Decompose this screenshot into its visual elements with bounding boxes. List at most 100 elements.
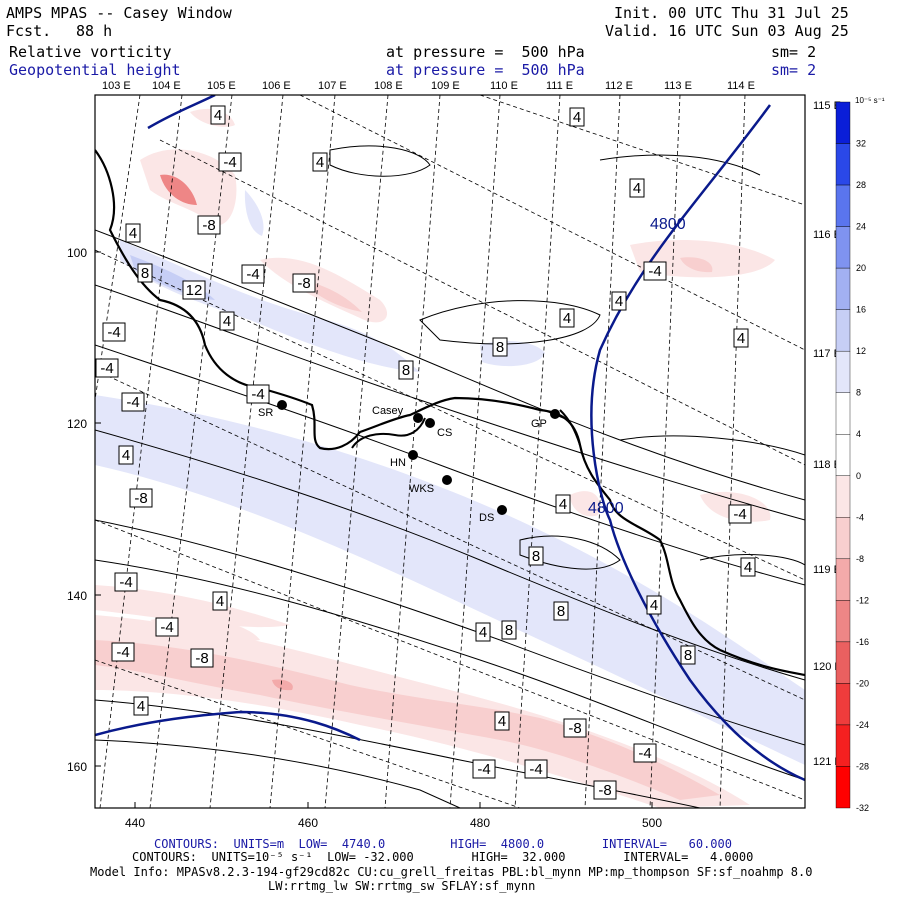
shaded-fields [95, 95, 805, 808]
lon-label: 111 E [546, 80, 573, 92]
vorticity-label-text: -4 [638, 745, 651, 762]
vorticity-label-text: -8 [568, 720, 581, 737]
height-label: 4800 [650, 216, 686, 233]
station-dot-hn [408, 450, 418, 460]
station-dot-wks [442, 475, 452, 485]
geopotential-contours [95, 95, 805, 782]
colorbar-swatch [835, 600, 851, 643]
vorticity-label: 8 [680, 645, 696, 665]
model-info: Model Info: MPASv8.2.3-194-gf29cd82c CU:… [90, 865, 813, 879]
colorbar-swatch [835, 226, 851, 269]
lon-label: 113 E [664, 80, 692, 92]
vorticity-label-text: -4 [251, 386, 264, 403]
lon-label: 114 E [727, 80, 755, 92]
vorticity-label-text: -8 [598, 782, 611, 799]
vorticity-label: 4 [219, 311, 235, 331]
vort-negative-band [680, 257, 713, 273]
x-tick-label: 500 [642, 816, 662, 830]
vort-negative-band [95, 640, 720, 800]
colorbar-swatch [835, 558, 851, 601]
vorticity-label: 4 [475, 622, 491, 642]
coastline [559, 409, 581, 446]
station-dot-gp [550, 409, 560, 419]
vorticity-label-text: 4 [498, 713, 506, 730]
vorticity-label-text: 8 [532, 548, 540, 565]
vorticity-label: -4 [121, 392, 145, 412]
y-axis: 100 120 140 160 [67, 246, 101, 774]
coastline [351, 417, 426, 449]
vorticity-label: -4 [728, 504, 752, 524]
vorticity-label-text: 8 [557, 603, 565, 620]
y-tick-label: 140 [67, 589, 87, 603]
vorticity-label-text: 4 [737, 330, 745, 347]
vorticity-label-text: 4 [122, 447, 130, 464]
vorticity-label-text: 4 [129, 225, 137, 242]
vorticity-label-text: 8 [141, 265, 149, 282]
vorticity-label: 12 [182, 280, 206, 300]
vorticity-label-text: -4 [246, 266, 259, 283]
vorticity-label-text: -4 [107, 324, 120, 341]
station-label-cs: CS [437, 427, 452, 439]
station-label-hn: HN [390, 457, 406, 469]
graticule [95, 95, 805, 808]
vorticity-label: 8 [553, 601, 569, 621]
vorticity-label: -8 [197, 215, 221, 235]
vorticity-label-text: 4 [316, 154, 324, 171]
vorticity-label: -4 [246, 384, 270, 404]
forecast-label: Fcst. [6, 22, 52, 40]
vort-positive-band [480, 341, 545, 367]
vort-positive-band [120, 240, 420, 372]
vorticity-label-text: -4 [529, 761, 542, 778]
colorbar-tick-label: 16 [856, 305, 866, 315]
lon-label: 115 E [813, 100, 841, 112]
lon-label: 107 E [318, 80, 347, 92]
vorticity-label: -4 [472, 759, 496, 779]
lon-label: 119 E [813, 564, 841, 576]
colorbar-tick-label: -20 [856, 678, 869, 688]
vorticity-label: -4 [114, 572, 138, 592]
lon-label: 110 E [490, 80, 518, 92]
colorbar-swatch [835, 724, 851, 767]
lon-label: 109 E [431, 80, 460, 92]
coastline [95, 149, 805, 677]
vorticity-label: -4 [524, 759, 548, 779]
vorticity-label: 4 [118, 445, 134, 465]
vorticity-label: 4 [125, 223, 141, 243]
vorticity-label-text: -4 [116, 644, 129, 661]
vorticity-label: 8 [137, 263, 153, 283]
lon-label: 108 E [374, 80, 403, 92]
vort-negative-band [272, 679, 293, 691]
colorbar-swatch [835, 517, 851, 560]
field1-pressure: at pressure = 500 hPa [386, 43, 585, 61]
vort-positive-band [95, 395, 805, 765]
vorticity-label-text: 4 [216, 593, 224, 610]
lon-label: 117 E [813, 348, 841, 360]
station-dot-casey [413, 413, 423, 423]
colorbar-swatch [835, 641, 851, 684]
vorticity-label: -4 [643, 261, 667, 281]
field2-smoothing: sm= 2 [771, 61, 817, 79]
colorbar-tick-label: -32 [856, 803, 869, 813]
vorticity-label: -4 [241, 264, 265, 284]
colorbar-tick-label: 12 [856, 346, 866, 356]
vorticity-label: -8 [593, 780, 617, 800]
map-title: AMPS MPAS -- Casey Window [6, 4, 232, 22]
colorbar-swatch [835, 309, 851, 352]
colorbar-tick-label: 28 [856, 180, 866, 190]
vorticity-label-text: 4 [479, 624, 487, 641]
init-time: Init. 00 UTC Thu 31 Jul 25 [614, 4, 849, 22]
lon-label: 121 E [813, 756, 842, 768]
colorbar-swatch [835, 184, 851, 227]
lon-label: 120 E [813, 661, 842, 673]
vorticity-label-text: 4 [137, 698, 145, 715]
station-label-sr: SR [258, 407, 273, 419]
colorbar-units: 10⁻⁵ s⁻¹ [855, 96, 885, 105]
colorbar-tick-label: 0 [856, 471, 861, 481]
vorticity-label: 4 [611, 291, 627, 311]
lon-label: 106 E [262, 80, 291, 92]
vorticity-label-text: 4 [563, 310, 571, 327]
station-dot-cs [425, 418, 435, 428]
station-labels: SR Casey CS HN WKS DS GP [258, 405, 547, 524]
vorticity-label: 4 [629, 178, 645, 198]
